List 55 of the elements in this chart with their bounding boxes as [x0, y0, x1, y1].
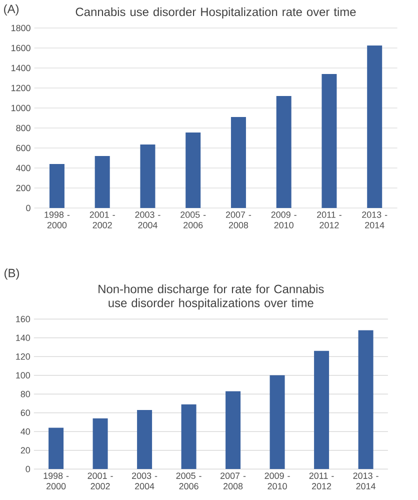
y-tick-label: 0	[26, 466, 30, 472]
y-tick-label: 600	[16, 144, 30, 152]
x-tick-label: 2003 - 2004	[135, 212, 160, 228]
x-tick-label: 2011 - 2012	[316, 212, 342, 228]
text: (B)	[4, 268, 19, 280]
x-tick-label: 2001 - 2002	[90, 212, 115, 228]
y-tick-label: 1600	[11, 44, 30, 52]
bar	[181, 404, 196, 470]
bar	[48, 428, 64, 470]
bar	[322, 74, 337, 208]
x-tick-label: 1998 - 2000	[44, 212, 70, 228]
x-tick-label: 1998 - 2000	[44, 472, 68, 490]
y-tick-label: 1000	[11, 104, 30, 112]
x-tick-label: 2003 - 2004	[132, 472, 157, 490]
y-tick-label: 160	[16, 316, 30, 322]
bar	[358, 330, 374, 470]
x-tick-label: 2007 - 2008	[226, 212, 251, 228]
x-tick-label: 2011 - 2012	[309, 472, 334, 490]
bar	[366, 45, 382, 208]
y-tick-label: 1800	[11, 24, 30, 32]
y-tick-label: 40	[20, 428, 30, 435]
text: (A)	[4, 4, 18, 16]
chart-title: Cannabis use disorder Hospitalization rate over time	[76, 7, 356, 18]
x-tick-label: 2013 - 2014	[362, 212, 388, 228]
y-tick-label: 800	[16, 124, 30, 132]
x-tick-label: 2013 - 2014	[353, 472, 378, 490]
x-tick-label: 2001 - 2002	[88, 472, 113, 490]
x-tick-label: 2009 - 2010	[264, 472, 290, 490]
bar	[92, 418, 108, 470]
bar	[185, 132, 200, 208]
y-tick-label: 1200	[11, 84, 30, 92]
y-tick-label: 20	[20, 447, 30, 454]
y-tick-label: 200	[16, 184, 30, 192]
y-tick-label: 60	[20, 410, 30, 416]
bar	[270, 375, 285, 470]
x-tick-label: 2009 - 2010	[271, 212, 296, 228]
bar	[94, 156, 110, 208]
bar	[49, 164, 64, 208]
chart-title: Non-home discharge for rate for Cannabis use disorder hospitalizations over time	[98, 284, 324, 310]
bar	[140, 144, 156, 208]
x-tick-label: 2007 - 2008	[220, 472, 246, 490]
y-tick-label: 80	[20, 390, 30, 398]
x-tick-label: 2005 - 2006	[180, 212, 206, 228]
y-tick-label: 140	[16, 334, 30, 341]
bar	[230, 116, 246, 208]
bar	[314, 350, 329, 470]
y-tick-label: 120	[16, 353, 30, 360]
y-tick-label: 0	[26, 204, 30, 212]
y-tick-label: 400	[16, 164, 30, 172]
bar	[136, 410, 152, 470]
y-tick-label: 1400	[11, 64, 30, 72]
x-tick-label: 2005 - 2006	[176, 472, 202, 490]
y-tick-label: 100	[16, 372, 30, 378]
bar	[276, 96, 292, 208]
bar	[225, 391, 240, 470]
